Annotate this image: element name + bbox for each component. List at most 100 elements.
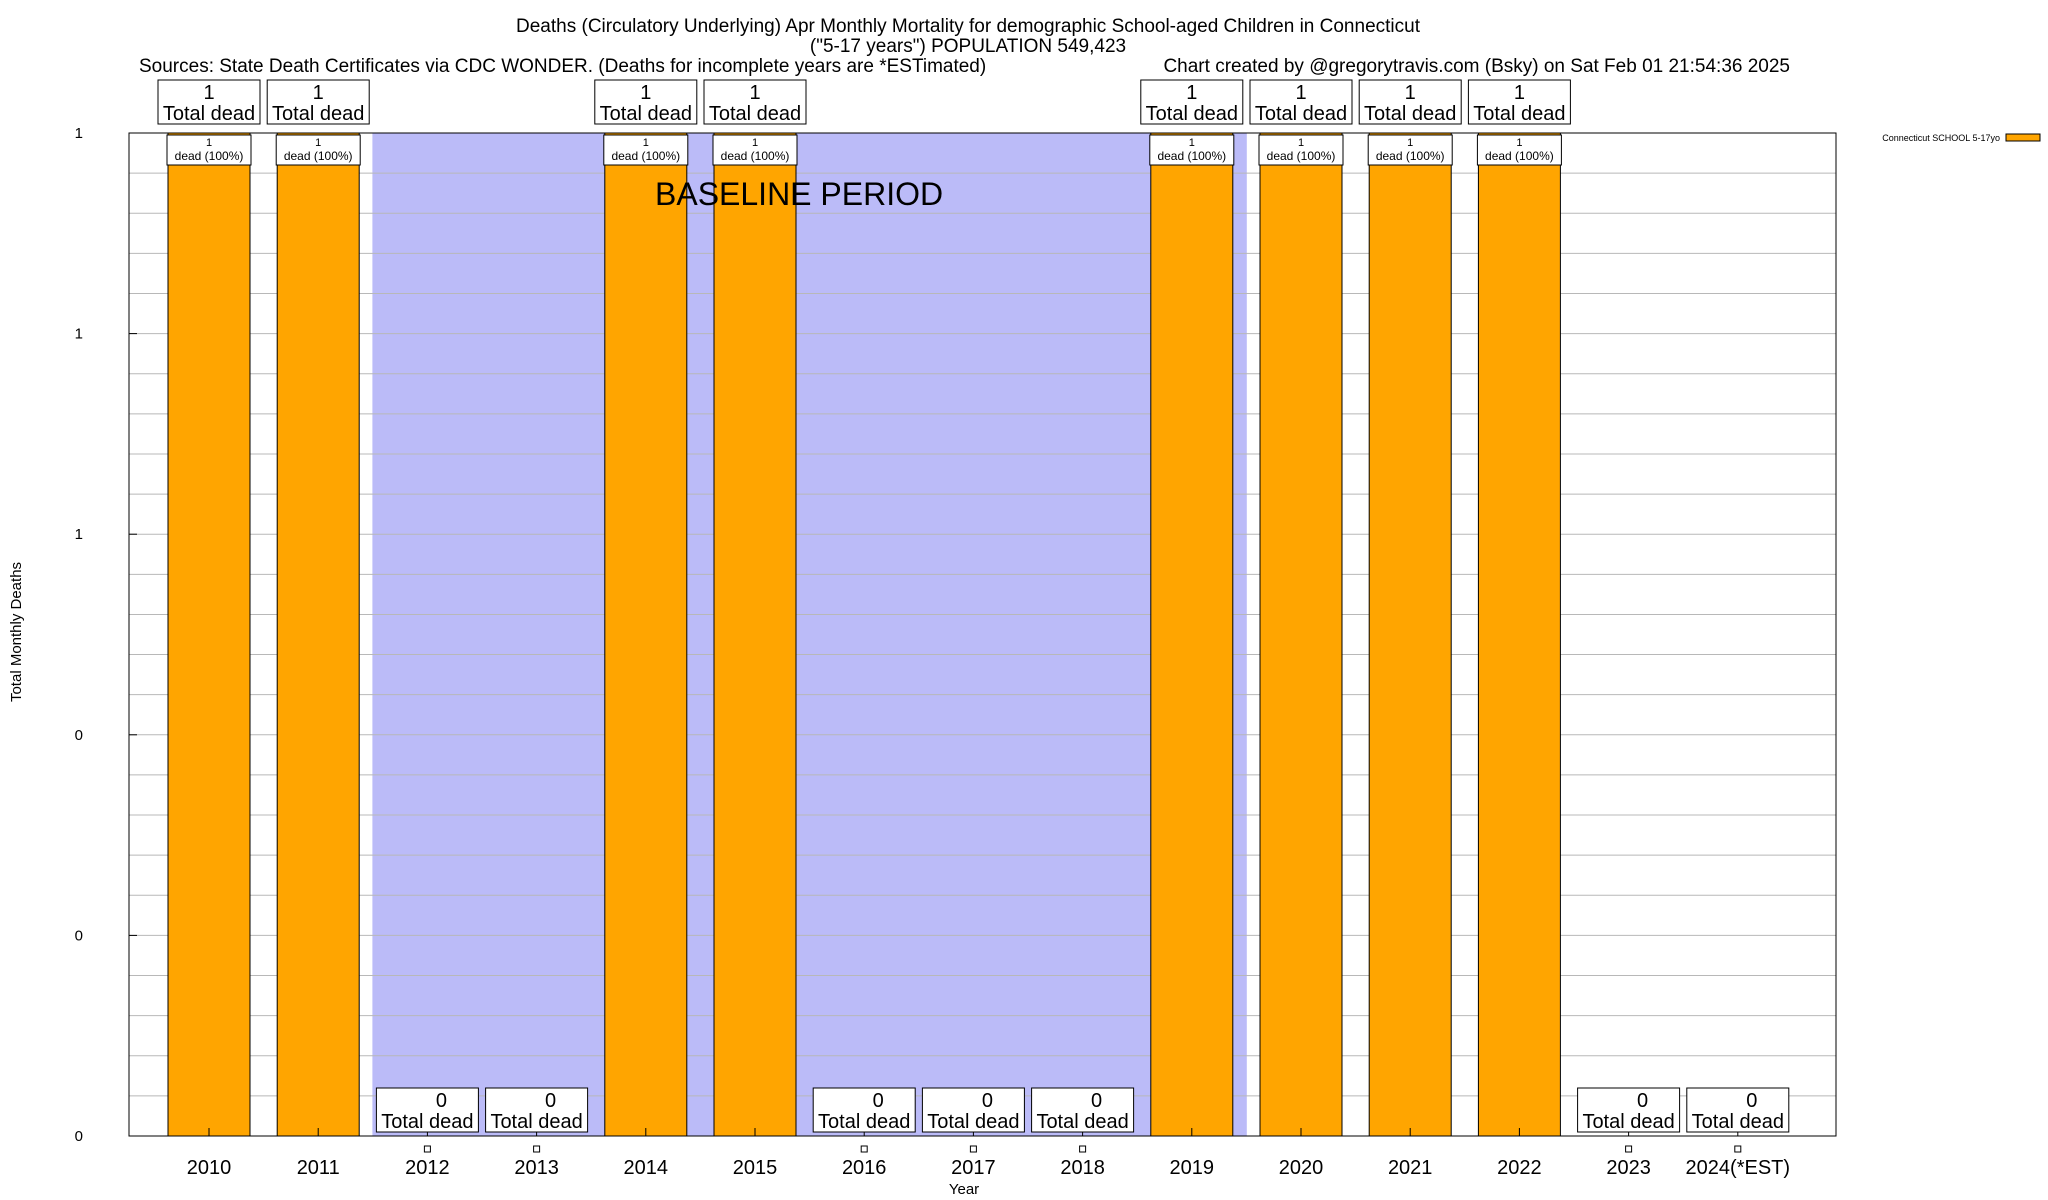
total-label-value: 1 [1405,82,1416,104]
total-label-box [921,1087,1025,1133]
x-tick-label: 2016 [842,1157,887,1179]
x-tick-label: 2018 [1060,1157,1105,1179]
inner-label-value: 1 [752,137,758,149]
total-label-text: Total dead [163,103,255,125]
total-label-value: 0 [1637,1090,1648,1112]
total-label-text: Total dead [381,1111,473,1133]
y-tick-label: 1 [75,125,83,142]
chart-titles: Deaths (Circulatory Underlying) Apr Mont… [139,16,1790,77]
x-axis-label: Year [949,1181,979,1198]
total-label-box [1686,1087,1790,1133]
x-tick-label: 2013 [514,1157,559,1179]
x-tick-label: 2015 [733,1157,778,1179]
total-label-box [157,79,261,125]
plot-frame [128,132,1837,1137]
inner-label-value: 1 [315,137,321,149]
total-label-text: Total dead [1582,1111,1674,1133]
baseline-period-band [372,133,1247,1136]
x-tick-label: 2019 [1170,1157,1215,1179]
y-tick-label: 0 [75,927,83,944]
y-tick-label: 1 [75,526,83,543]
inner-label-text: dead (100%) [1157,149,1226,163]
inner-label-text: dead (100%) [1267,149,1336,163]
x-axis: 2010 2011 2012 2013 2014 2015 2016 2017 2018 2019… [187,1128,1790,1179]
chart-title: Deaths (Circulatory Underlying) Apr Mont… [516,16,1421,37]
total-label-value: 1 [640,82,651,104]
bar-2015 [713,132,797,1137]
bar-2021 [1368,132,1452,1137]
baseline-period-region [372,133,1247,1136]
total-label-value: 1 [1295,82,1306,104]
legend-swatch [2005,133,2041,142]
inner-label-text: dead (100%) [1376,149,1445,163]
x-tick-label: 2023 [1606,1157,1651,1179]
total-label-box [1467,79,1571,125]
zero-value-marker [533,1145,541,1153]
inner-label-text: dead (100%) [721,149,790,163]
chart-subtitle: ("5-17 years") POPULATION 549,423 [810,36,1126,57]
bar-2010 [167,132,251,1137]
inner-label-value: 1 [1189,137,1195,149]
zero-value-marker [969,1145,977,1153]
total-label-value: 0 [1091,1090,1102,1112]
legend-label: Connecticut SCHOOL 5-17yo [1882,133,2000,143]
total-label-text: Total dead [1692,1111,1784,1133]
total-label-box [375,1087,479,1133]
zero-value-marker [860,1145,868,1153]
x-tick-label: 2017 [951,1157,996,1179]
x-tick-label: 2024(*EST) [1686,1157,1791,1179]
y-axis-label: Total Monthly Deaths [8,562,25,702]
total-label-box [703,79,807,125]
total-label-box [594,79,698,125]
x-tick-label: 2022 [1497,1157,1542,1179]
total-label-value: 0 [873,1090,884,1112]
inner-label-box [275,134,361,166]
total-label-text: Total dead [1473,103,1565,125]
inner-label-box [1149,134,1235,166]
total-label-text: Total dead [600,103,692,125]
bar-2011 [276,132,360,1137]
total-label-text: Total dead [1255,103,1347,125]
inner-label-value: 1 [1516,137,1522,149]
inner-label-box [603,134,689,166]
total-label-value: 1 [203,82,214,104]
total-label-box [1031,1087,1135,1133]
zero-value-marker [1079,1145,1087,1153]
total-label-value: 1 [749,82,760,104]
total-label-text: Total dead [927,1111,1019,1133]
total-label-box [812,1087,916,1133]
x-tick-label: 2020 [1279,1157,1324,1179]
total-label-box [1577,1087,1681,1133]
total-label-value: 0 [436,1090,447,1112]
total-label-box [266,79,370,125]
bar-2022 [1477,132,1561,1137]
x-tick-label: 2021 [1388,1157,1433,1179]
total-label-value: 1 [313,82,324,104]
total-label-text: Total dead [272,103,364,125]
bars [167,132,1561,1137]
total-label-text: Total dead [490,1111,582,1133]
x-tick-label: 2011 [297,1157,340,1179]
total-label-box [485,1087,589,1133]
y-tick-label: 0 [75,727,83,744]
inner-label-text: dead (100%) [175,149,244,163]
inner-label-box [1258,134,1344,166]
total-label-value: 0 [1746,1090,1757,1112]
total-label-text: Total dead [1146,103,1238,125]
zero-value-marker [1734,1145,1742,1153]
inner-label-value: 1 [1407,137,1413,149]
y-tick-label: 0 [75,1128,83,1145]
inner-label-text: dead (100%) [611,149,680,163]
x-tick-label: 2012 [405,1157,450,1179]
y-axis: 0 0 0 1 1 1 [75,125,137,1145]
inner-label-box [712,134,798,166]
total-label-box [1358,79,1462,125]
legend: Connecticut SCHOOL 5-17yo [1882,133,2041,143]
inner-label-box [1367,134,1453,166]
total-label-text: Total dead [1036,1111,1128,1133]
inner-label-value: 1 [206,137,212,149]
bar-2020 [1259,132,1343,1137]
chart-credit: Chart created by @gregorytravis.com (Bsk… [1163,56,1790,77]
